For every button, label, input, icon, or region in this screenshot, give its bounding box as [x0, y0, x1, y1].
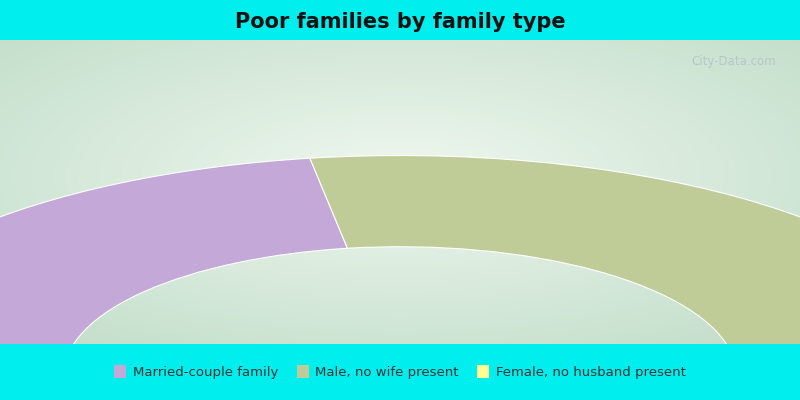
Legend: Married-couple family, Male, no wife present, Female, no husband present: Married-couple family, Male, no wife pre…	[109, 360, 691, 384]
Wedge shape	[0, 158, 347, 374]
Wedge shape	[310, 156, 800, 354]
Wedge shape	[732, 340, 800, 374]
Text: Poor families by family type: Poor families by family type	[234, 12, 566, 32]
Text: City-Data.com: City-Data.com	[691, 55, 776, 68]
